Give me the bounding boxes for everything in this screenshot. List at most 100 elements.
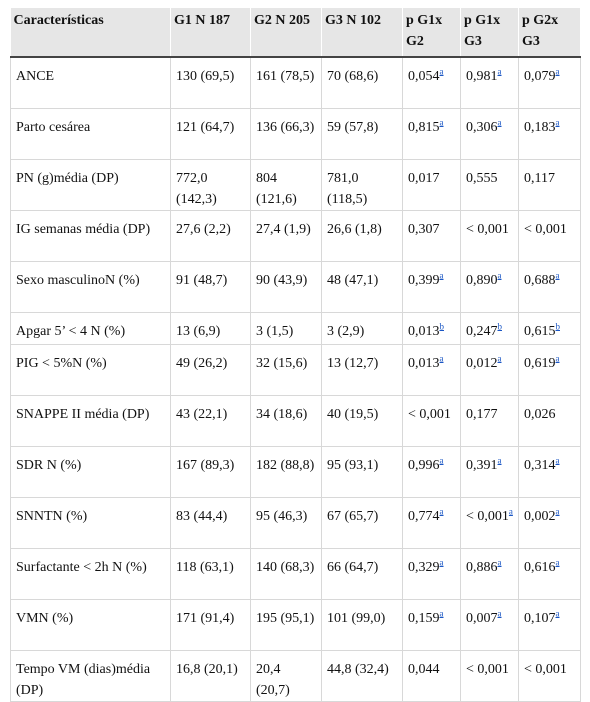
footnote-link[interactable]: a (497, 66, 502, 77)
row-label-cell: SNNTN (%) (10, 497, 171, 549)
footnote-link[interactable]: a (497, 269, 502, 280)
cell-text: SNAPPE II média (DP) (16, 406, 150, 422)
cell-text: 0,890 (466, 272, 498, 288)
data-cell: 27,6 (2,2) (170, 210, 251, 262)
cell-text: 0,079 (524, 69, 556, 84)
cell-text: 34 (18,6) (256, 406, 308, 422)
footnote-link[interactable]: b (439, 320, 445, 331)
data-cell: 0,619a (518, 344, 581, 396)
footnote-link[interactable]: a (439, 556, 444, 567)
footnote-link[interactable]: a (439, 116, 444, 127)
footnote-link[interactable]: a (555, 352, 560, 363)
footnote-link[interactable]: a (508, 505, 513, 516)
footnote-link[interactable]: a (439, 269, 444, 280)
data-cell: 118 (63,1) (170, 548, 251, 600)
cell-text: 781,0 (118,5) (327, 170, 368, 207)
data-cell: 161 (78,5) (250, 57, 322, 109)
data-cell: 136 (66,3) (250, 108, 322, 160)
data-cell: 130 (69,5) (170, 57, 251, 109)
footnote-link[interactable]: a (439, 454, 444, 465)
cell-text: 0,026 (524, 406, 556, 422)
footnote-link[interactable]: b (555, 320, 561, 331)
data-cell: 0,117 (518, 159, 581, 211)
cell-text: VMN (%) (16, 610, 74, 626)
row-label-cell: VMN (%) (10, 599, 171, 651)
row-label-cell: Sexo masculinoN (%) (10, 261, 171, 313)
data-cell: 91 (48,7) (170, 261, 251, 313)
data-cell: 20,4 (20,7) (250, 650, 322, 702)
footnote-link[interactable]: a (555, 556, 560, 567)
cell-text: Sexo masculinoN (%) (16, 272, 140, 288)
cell-text: 48 (47,1) (327, 272, 379, 288)
cell-text: 59 (57,8) (327, 119, 379, 135)
table-row: ANCE 130 (69,5) 161 (78,5) 70 (68,6) 0,054a 0… (10, 57, 581, 109)
cell-text: 0,688 (524, 272, 556, 288)
footnote-link[interactable]: a (439, 352, 444, 363)
table-row: SNAPPE II média (DP) 43 (22,1) 34 (18,6) 40… (10, 395, 581, 447)
footnote-link[interactable]: a (439, 66, 444, 77)
data-cell: 101 (99,0) (321, 599, 403, 651)
row-label-cell: Parto cesárea (10, 108, 171, 160)
cell-text: 130 (69,5) (176, 69, 235, 84)
cell-text: 0,996 (408, 457, 440, 473)
footnote-link[interactable]: a (497, 116, 502, 127)
footnote-link[interactable]: a (497, 352, 502, 363)
cell-text: SDR N (%) (16, 457, 82, 473)
footnote-link[interactable]: a (439, 607, 444, 618)
characteristics-table: Características G1 N 187 G2 N 205 G3 N 1… (10, 8, 581, 702)
cell-text: 0,815 (408, 119, 440, 135)
data-cell: 0,688a (518, 261, 581, 313)
cell-text: 0,314 (524, 457, 556, 473)
cell-text: Tempo VM (dias)média (DP) (16, 661, 151, 698)
data-cell: 32 (15,6) (250, 344, 322, 396)
footnote-link[interactable]: a (555, 116, 560, 127)
data-cell: 48 (47,1) (321, 261, 403, 313)
cell-text: 91 (48,7) (176, 272, 228, 288)
cell-text: 27,4 (1,9) (256, 221, 311, 237)
footnote-link[interactable]: a (497, 556, 502, 567)
data-cell: 0,017 (402, 159, 461, 211)
table-row: Surfactante < 2h N (%) 118 (63,1) 140 (68,… (10, 548, 581, 600)
row-label-cell: IG semanas média (DP) (10, 210, 171, 262)
cell-text: 0,054 (408, 69, 440, 84)
footnote-link[interactable]: a (555, 607, 560, 618)
footnote-link[interactable]: a (439, 505, 444, 516)
cell-text: 0,774 (408, 508, 440, 524)
cell-text: 90 (43,9) (256, 272, 308, 288)
footnote-link[interactable]: a (555, 66, 560, 77)
cell-text: 3 (1,5) (256, 323, 294, 339)
cell-text: 772,0 (142,3) (176, 170, 217, 207)
cell-text: 0,391 (466, 457, 498, 473)
data-cell: 167 (89,3) (170, 446, 251, 498)
column-header: G2 N 205 (250, 8, 322, 58)
data-cell: 182 (88,8) (250, 446, 322, 498)
data-cell: 121 (64,7) (170, 108, 251, 160)
data-cell: 34 (18,6) (250, 395, 322, 447)
data-cell: 0,007a (460, 599, 519, 651)
cell-text: 44,8 (32,4) (327, 661, 389, 677)
cell-text: Surfactante < 2h N (%) (16, 559, 147, 575)
cell-text: 0,159 (408, 610, 440, 626)
footnote-link[interactable]: a (555, 269, 560, 280)
data-cell: 0,890a (460, 261, 519, 313)
footnote-link[interactable]: a (497, 454, 502, 465)
footnote-link[interactable]: a (555, 454, 560, 465)
data-cell: 0,002a (518, 497, 581, 549)
row-label-cell: SDR N (%) (10, 446, 171, 498)
cell-text: < 0,001 (408, 406, 451, 422)
row-label-cell: Surfactante < 2h N (%) (10, 548, 171, 600)
data-cell: 95 (46,3) (250, 497, 322, 549)
cell-text: 195 (95,1) (256, 610, 315, 626)
cell-text: 0,399 (408, 272, 440, 288)
footnote-link[interactable]: a (555, 505, 560, 516)
cell-text: 121 (64,7) (176, 119, 235, 135)
data-cell: 3 (1,5) (250, 312, 322, 345)
table-row: Tempo VM (dias)média (DP) 16,8 (20,1) 20,4… (10, 650, 581, 702)
data-cell: < 0,001 (402, 395, 461, 447)
data-cell: < 0,001 (518, 650, 581, 702)
data-cell: 44,8 (32,4) (321, 650, 403, 702)
data-cell: 140 (68,3) (250, 548, 322, 600)
data-cell: 40 (19,5) (321, 395, 403, 447)
footnote-link[interactable]: a (497, 607, 502, 618)
footnote-link[interactable]: b (497, 320, 503, 331)
